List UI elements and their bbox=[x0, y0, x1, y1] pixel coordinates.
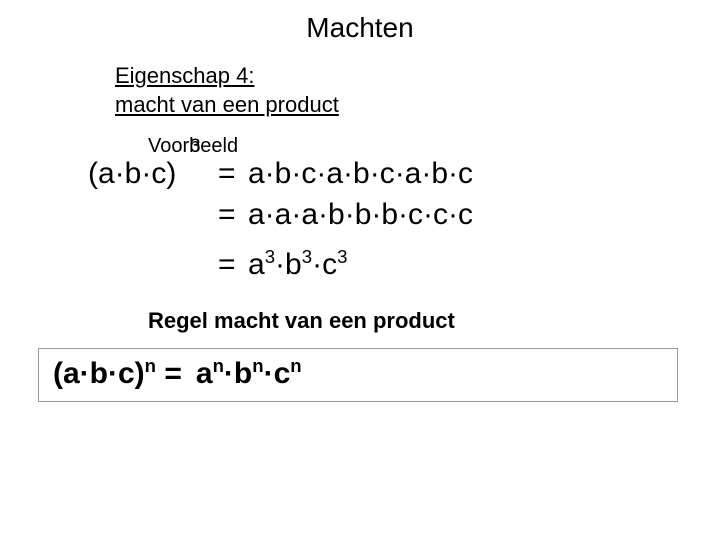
a-exp: 3 bbox=[265, 246, 275, 267]
rule-lhs-base: (a·b·c) bbox=[53, 357, 145, 390]
c-base: c bbox=[322, 248, 337, 281]
equals-1: = bbox=[218, 154, 248, 195]
property-line-2: macht van een product bbox=[115, 92, 339, 117]
rule-b-exp: n bbox=[252, 355, 263, 376]
rule-b-base: b bbox=[234, 357, 252, 390]
c-exp: 3 bbox=[337, 246, 347, 267]
lhs-exponent: 3 bbox=[190, 134, 201, 160]
equals-3: = bbox=[218, 245, 248, 286]
a-base: a bbox=[248, 248, 265, 281]
expansion-row-3: = a3·b3·c3 bbox=[88, 245, 720, 286]
rule-formula: (a·b·c)n =an·bn·cn bbox=[53, 357, 302, 390]
rule-lhs-exp: n bbox=[145, 355, 156, 376]
expansion-rhs-1: a·b·c·a·b·c·a·b·c bbox=[248, 154, 473, 195]
rule-c-base: c bbox=[274, 357, 291, 390]
b-base: b bbox=[285, 248, 302, 281]
page-title: Machten bbox=[0, 12, 720, 44]
equals-2: = bbox=[218, 195, 248, 236]
expansion-rhs-2: a·a·a·b·b·b·c·c·c bbox=[248, 195, 473, 236]
rule-label: Regel macht van een product bbox=[148, 308, 720, 334]
expansion-block: (a·b·c) 3 = a·b·c·a·b·c·a·b·c = a·a·a·b·… bbox=[88, 154, 720, 286]
expansion-row-2: = a·a·a·b·b·b·c·c·c bbox=[88, 195, 720, 236]
expansion-rhs-3: a3·b3·c3 bbox=[248, 245, 347, 286]
expansion-lhs: (a·b·c) 3 bbox=[88, 154, 218, 195]
property-heading: Eigenschap 4: macht van een product bbox=[115, 62, 720, 119]
b-exp: 3 bbox=[302, 246, 312, 267]
property-line-1: Eigenschap 4: bbox=[115, 63, 254, 88]
rule-box: (a·b·c)n =an·bn·cn bbox=[38, 348, 678, 402]
lhs-base: (a·b·c) bbox=[88, 157, 176, 190]
expansion-row-1: (a·b·c) 3 = a·b·c·a·b·c·a·b·c bbox=[88, 154, 720, 195]
rule-a-exp: n bbox=[213, 355, 224, 376]
rule-c-exp: n bbox=[290, 355, 301, 376]
rule-a-base: a bbox=[196, 357, 213, 390]
